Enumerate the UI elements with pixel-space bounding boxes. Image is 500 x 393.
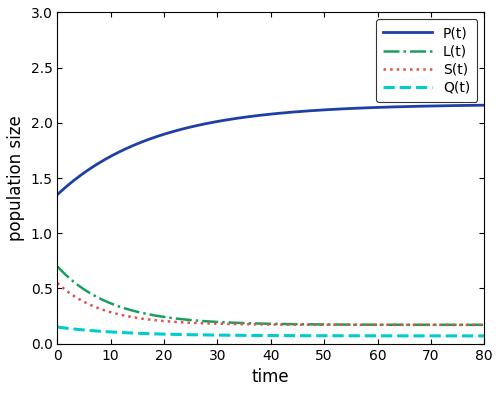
L(t) bbox=[481, 323, 487, 327]
S(t) bbox=[469, 323, 475, 327]
P(t) bbox=[390, 105, 396, 109]
L(t) bbox=[262, 321, 268, 326]
L(t) bbox=[469, 323, 475, 327]
S(t) bbox=[468, 323, 474, 327]
P(t) bbox=[468, 103, 474, 108]
P(t) bbox=[469, 103, 475, 108]
S(t) bbox=[262, 322, 268, 327]
S(t) bbox=[76, 297, 82, 301]
Q(t) bbox=[468, 334, 474, 338]
Line: Q(t): Q(t) bbox=[58, 327, 484, 336]
S(t) bbox=[250, 322, 256, 327]
Q(t) bbox=[54, 325, 60, 329]
Q(t) bbox=[76, 327, 82, 332]
X-axis label: time: time bbox=[252, 368, 290, 386]
Legend: P(t), L(t), S(t), Q(t): P(t), L(t), S(t), Q(t) bbox=[376, 19, 478, 102]
S(t) bbox=[481, 323, 487, 327]
L(t) bbox=[76, 284, 82, 288]
S(t) bbox=[390, 323, 396, 327]
Q(t) bbox=[250, 333, 256, 338]
Q(t) bbox=[481, 334, 487, 338]
L(t) bbox=[54, 264, 60, 269]
P(t) bbox=[262, 112, 268, 117]
L(t) bbox=[390, 322, 396, 327]
L(t) bbox=[468, 323, 474, 327]
Q(t) bbox=[262, 333, 268, 338]
P(t) bbox=[481, 103, 487, 108]
Line: S(t): S(t) bbox=[58, 283, 484, 325]
Q(t) bbox=[390, 334, 396, 338]
S(t) bbox=[54, 281, 60, 285]
P(t) bbox=[250, 114, 256, 118]
Line: L(t): L(t) bbox=[58, 266, 484, 325]
Y-axis label: population size: population size bbox=[7, 115, 25, 241]
P(t) bbox=[54, 192, 60, 197]
P(t) bbox=[76, 174, 82, 179]
L(t) bbox=[250, 321, 256, 326]
Q(t) bbox=[469, 334, 475, 338]
Line: P(t): P(t) bbox=[58, 105, 484, 195]
